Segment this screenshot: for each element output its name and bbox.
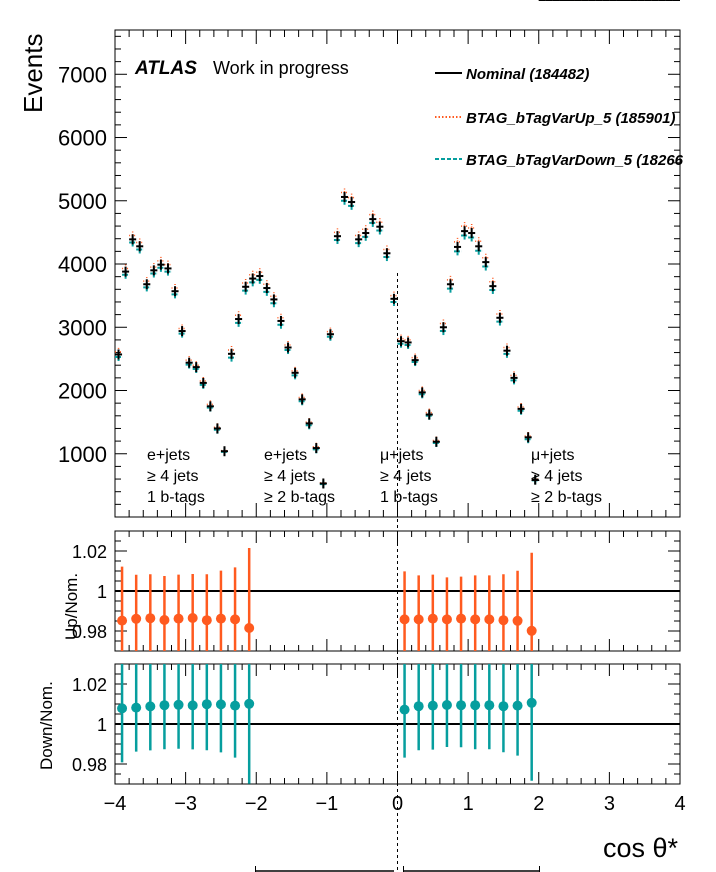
- ratio-down-point: [201, 699, 212, 710]
- x-tick-label: 1: [463, 793, 474, 815]
- main-ytick-label: 7000: [58, 62, 107, 87]
- ratio-up-point: [244, 623, 255, 633]
- ratio-up-point: [413, 614, 424, 625]
- x-tick-label: −1: [315, 793, 338, 815]
- region-3-line-3: 1 b-tags: [380, 489, 438, 506]
- ratio-up-point: [230, 614, 241, 625]
- ratio-down-point: [526, 697, 537, 708]
- main-ytick-label: 3000: [58, 315, 107, 340]
- ratio-down-ytick-label: 1.02: [72, 675, 107, 695]
- ratio-down-point: [187, 700, 198, 711]
- main-ytick-label: 5000: [58, 189, 107, 214]
- region-1-line-2: ≥ 4 jets: [147, 468, 198, 485]
- ratio-up-point: [526, 625, 537, 636]
- ratio-up-point: [145, 613, 156, 624]
- ratio-down-point: [470, 700, 481, 711]
- region-1-line-1: e+jets: [147, 447, 190, 464]
- main-ytick-label: 4000: [58, 252, 107, 277]
- region-4-line-2: ≥ 4 jets: [531, 468, 582, 485]
- ratio-up-point: [441, 614, 452, 625]
- ratio-down-data-marks: [115, 664, 680, 784]
- region-3-line-2: ≥ 4 jets: [380, 468, 431, 485]
- ratio-down-point: [399, 704, 410, 715]
- ratio-up-point: [470, 614, 481, 625]
- main-ytick-label: 2000: [58, 379, 107, 404]
- region-3-line-1: μ+jets: [380, 447, 423, 464]
- region-2-line-2: ≥ 4 jets: [264, 468, 315, 485]
- x-axis-label: cos θ*: [603, 833, 679, 863]
- ratio-up-point: [187, 613, 198, 623]
- region-4-line-1: μ+jets: [531, 447, 574, 464]
- legend-label-up: BTAG_bTagVarUp_5 (185901): [466, 110, 676, 127]
- x-tick-label: −2: [245, 793, 268, 815]
- ratio-down-point: [427, 700, 438, 711]
- ratio-down-point: [498, 701, 509, 712]
- ratio-up-ytick-label: 1: [97, 582, 107, 602]
- region-labels: e+jets ≥ 4 jets 1 b-tags e+jets ≥ 4 jets…: [147, 447, 602, 506]
- ratio-up-point: [159, 615, 170, 625]
- region-2-line-3: ≥ 2 b-tags: [264, 489, 335, 506]
- ratio-up-point: [498, 615, 509, 626]
- region-4-line-3: ≥ 2 b-tags: [531, 489, 602, 506]
- main-ylabel: Events: [18, 34, 48, 114]
- x-tick-label: 2: [533, 793, 544, 815]
- main-ytick-label: 6000: [58, 126, 107, 151]
- main-ytick-label: 1000: [58, 442, 107, 467]
- ratio-up-ytick-label: 0.98: [72, 622, 107, 642]
- legend-label-nominal: Nominal (184482): [466, 66, 589, 83]
- ratio-down-ytick-label: 1: [97, 715, 107, 735]
- ratio-up-ytick-label: 1.02: [72, 542, 107, 562]
- region-1-line-3: 1 b-tags: [147, 489, 205, 506]
- ratio-down-point: [512, 700, 523, 711]
- ratio-up-ylabel: Up/Nom.: [62, 573, 81, 640]
- legend-label-down: BTAG_bTagVarDown_5 (18266: [466, 152, 684, 169]
- ratio-up-point: [484, 614, 495, 625]
- ratio-down-point: [456, 700, 467, 711]
- ratio-up-point: [399, 614, 410, 625]
- ratio-down-point: [413, 701, 424, 712]
- x-tick-label: −4: [104, 793, 127, 815]
- legend: Nominal (184482) BTAG_bTagVarUp_5 (18590…: [435, 66, 684, 169]
- x-tick-label: 3: [604, 793, 615, 815]
- ratio-down-ytick-label: 0.98: [72, 755, 107, 775]
- main-data-marks: [115, 0, 680, 489]
- ratio-up-point: [512, 615, 523, 626]
- ratio-down-point: [441, 700, 452, 710]
- x-tick-label: −3: [174, 793, 197, 815]
- ratio-up-point: [201, 615, 212, 626]
- ratio-up-point: [427, 613, 438, 624]
- ratio-down-point: [484, 700, 495, 711]
- main-axis-ticks: 1000 2000 3000 4000 5000 6000 7000: [58, 30, 681, 518]
- ratio-up-point: [456, 613, 467, 624]
- ratio-up-data-marks: [115, 548, 680, 651]
- ratio-up-point: [131, 613, 142, 624]
- ratio-up-point: [215, 613, 226, 624]
- ratio-down-point: [215, 699, 226, 710]
- ratio-up-axis-ticks: 0.98 1 1.02: [72, 530, 681, 652]
- ratio-down-ylabel: Down/Nom.: [37, 681, 56, 770]
- ratio-down-point: [131, 702, 142, 713]
- ratio-down-point: [173, 699, 184, 710]
- ratio-down-point: [244, 698, 255, 709]
- status-label: Work in progress: [213, 58, 349, 78]
- ratio-up-point: [173, 613, 184, 624]
- ratio-down-point: [230, 700, 241, 711]
- ratio-up-point: [117, 615, 128, 626]
- ratio-down-point: [145, 701, 156, 712]
- ratio-down-point: [159, 700, 170, 711]
- ratio-down-point: [117, 703, 128, 714]
- region-2-line-1: e+jets: [264, 447, 307, 464]
- x-tick-label: 4: [674, 793, 685, 815]
- atlas-label: ATLAS: [134, 58, 197, 79]
